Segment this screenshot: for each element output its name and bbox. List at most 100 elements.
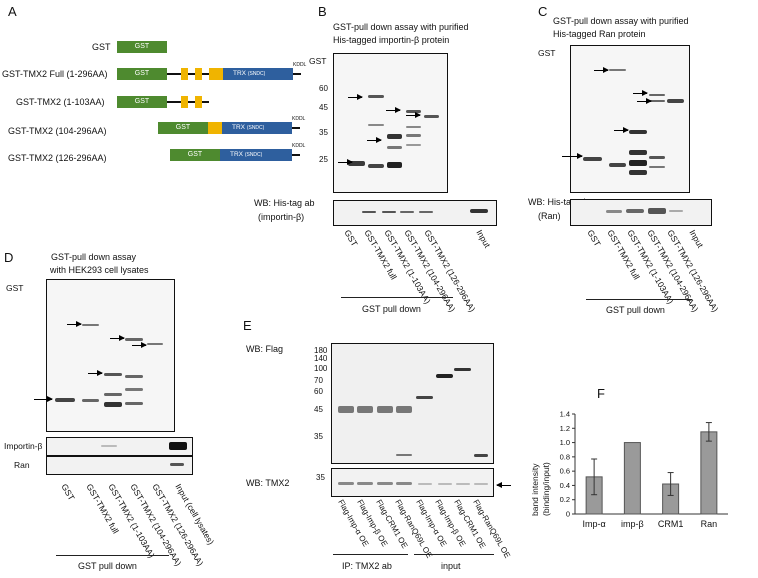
mw-marker: 180	[314, 346, 328, 355]
arrow-icon	[367, 137, 382, 143]
y-tick-label: 1.2	[560, 424, 570, 433]
mw-marker: 35	[316, 473, 325, 482]
gst-label: GST	[6, 283, 24, 293]
wb-band	[470, 209, 488, 213]
gel-band	[436, 374, 453, 378]
y-tick-label: 0.8	[560, 452, 570, 461]
tm-segment	[181, 96, 188, 108]
x-tick-label: Ran	[701, 519, 718, 529]
mw-marker: 45	[319, 103, 328, 112]
gel-band	[104, 393, 122, 396]
tm-segment	[209, 68, 223, 80]
gel-band	[629, 150, 647, 155]
arrow-icon	[406, 112, 421, 118]
gel-band	[82, 399, 99, 402]
gel-band	[424, 115, 439, 118]
group-line	[586, 299, 692, 300]
y-tick-label: 0.4	[560, 481, 570, 490]
wb-band	[648, 208, 666, 214]
panel-e-wb-flag: WB: Flag	[246, 344, 284, 354]
group-line	[333, 554, 408, 555]
arrow-icon	[594, 67, 609, 73]
construct-label: GST-TMX2 Full (1-296AA)	[2, 69, 108, 79]
wb-band	[101, 445, 117, 447]
arrow-icon	[110, 335, 125, 341]
gel-band	[82, 324, 99, 326]
wb-band	[419, 211, 433, 213]
mw-marker: 60	[314, 387, 323, 396]
gel-band	[377, 406, 393, 413]
tm-segment	[195, 68, 202, 80]
panel-b-gel	[333, 53, 448, 193]
mw-marker: 140	[314, 354, 328, 363]
gel-band	[629, 160, 647, 166]
arrow-icon	[386, 107, 401, 113]
panel-b-wb-strip	[333, 200, 497, 226]
gel-band	[104, 402, 122, 407]
panel-d-gel	[46, 279, 175, 432]
arrow-icon	[633, 90, 648, 96]
panel-e-wb-tmx2: WB: TMX2	[246, 478, 290, 488]
arrow-icon	[338, 159, 353, 165]
gel-band	[357, 406, 373, 413]
panel-c-wb-line1: WB: His-tag ab	[528, 197, 589, 207]
panel-c-footer: GST pull down	[606, 305, 665, 315]
tm-segment	[195, 96, 202, 108]
gel-band	[416, 396, 433, 399]
wb-band	[400, 211, 414, 213]
trx-domain: TRX (SNDC)	[223, 68, 293, 80]
wb-band	[338, 482, 354, 485]
lane-label: GST	[342, 228, 360, 249]
panel-label-a: A	[8, 4, 17, 19]
gel-band	[406, 144, 421, 146]
arrow-icon	[88, 370, 103, 376]
wb-band	[438, 483, 452, 485]
construct-label: GST-TMX2 (1-103AA)	[16, 97, 105, 107]
group-line	[56, 555, 169, 556]
panel-d-row2-label: Ran	[14, 460, 30, 470]
panel-label-d: D	[4, 250, 14, 265]
x-tick-label: Imp-α	[583, 519, 606, 529]
linker	[202, 73, 209, 75]
wb-band	[396, 482, 412, 485]
tail	[293, 73, 301, 75]
y-tick-label: 0	[566, 510, 570, 519]
gst-label: GST	[309, 56, 327, 66]
x-tick-label: CRM1	[658, 519, 684, 529]
y-tick-label: 0.6	[560, 467, 570, 476]
tail	[292, 127, 300, 129]
panel-c-title-line1: GST-pull down assay with purified	[553, 16, 689, 26]
panel-e-wb-strip	[331, 468, 494, 497]
panel-d-title-line1: GST-pull down assay	[51, 252, 137, 262]
gel-band	[649, 100, 665, 102]
gel-band	[125, 375, 143, 378]
kdel-motif: KDDL	[292, 116, 306, 122]
mw-marker: 25	[319, 155, 328, 164]
panel-b-title-line1: GST-pull down assay with purified	[333, 22, 469, 32]
gel-band	[368, 95, 384, 98]
panel-b-footer: GST pull down	[362, 304, 421, 314]
ylabel-line1: band intensity	[530, 463, 540, 516]
panel-b-wb-line1: WB: His-tag ab	[254, 198, 315, 208]
construct-label: GST-TMX2 (104-296AA)	[8, 126, 107, 136]
wb-band	[456, 483, 470, 485]
arrow-icon	[34, 396, 53, 402]
gel-band	[147, 343, 163, 345]
gel-band	[609, 163, 626, 167]
panel-b-title-line2: His-tagged importin-β protein	[333, 35, 450, 45]
gel-band	[406, 126, 421, 128]
kdel-motif: KDDL	[292, 143, 306, 149]
y-tick-label: 0.2	[560, 495, 570, 504]
gel-band	[125, 388, 143, 391]
lane-label: Input	[687, 228, 706, 250]
lane-label: GST	[585, 228, 603, 249]
gst-domain: GST	[170, 149, 220, 161]
gel-band	[387, 162, 402, 168]
linker	[167, 73, 181, 75]
gel-band	[396, 406, 412, 413]
mw-marker: 35	[319, 128, 328, 137]
gel-band	[629, 170, 647, 175]
gel-band	[406, 134, 421, 137]
panel-e-footer-left: IP: TMX2 ab	[342, 561, 392, 571]
panel-c-wb-strip	[570, 199, 712, 226]
